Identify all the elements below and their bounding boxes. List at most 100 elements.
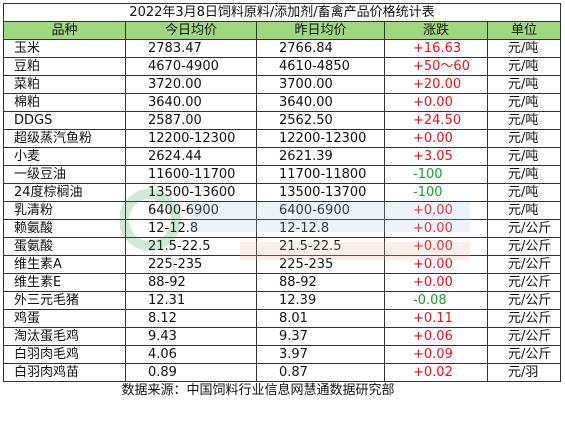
table-row: 白羽肉鸡苗 0.89 0.87 +0.02 元/羽 <box>3 363 561 382</box>
table-row: 维生素A 225-235 225-235 +0.00 元/公斤 <box>3 255 561 274</box>
row-unit-cell: 元/吨 <box>487 183 561 202</box>
row-name-cell: 棉粕 <box>3 93 126 112</box>
table-row: 一级豆油 11600-11700 11700-11800 -100 元/吨 <box>3 165 561 184</box>
table-title: 2022年3月8日饲料原料/添加剂/畜禽产品价格统计表 <box>3 3 561 22</box>
row-unit-cell: 元/吨 <box>487 93 561 112</box>
table-row: 蛋氨酸 21.5-22.5 21.5-22.5 +0.00 元/公斤 <box>3 237 561 256</box>
row-unit-cell: 元/公斤 <box>487 219 561 238</box>
row-change-cell: +0.09 <box>384 345 488 364</box>
price-sheet: 2022年3月8日饲料原料/添加剂/畜禽产品价格统计表 品种 今日均价 昨日均价… <box>3 3 561 400</box>
row-yesterday-cell: 0.87 <box>256 363 385 382</box>
row-today-cell: 12.31 <box>125 291 257 310</box>
row-name-cell: 蛋氨酸 <box>3 237 126 256</box>
row-name-cell: 一级豆油 <box>3 165 126 184</box>
row-unit-cell: 元/吨 <box>487 147 561 166</box>
row-name-cell: 小麦 <box>3 147 126 166</box>
row-change-cell: +24.50 <box>384 111 488 130</box>
row-unit-cell: 元/公斤 <box>487 255 561 274</box>
row-unit-cell: 元/吨 <box>487 75 561 94</box>
header-yesterday: 昨日均价 <box>256 21 385 40</box>
row-change-cell: +0.00 <box>384 219 488 238</box>
row-name-cell: 维生素E <box>3 273 126 292</box>
row-unit-cell: 元/吨 <box>487 111 561 130</box>
header-change: 涨跌 <box>384 21 488 40</box>
row-name-cell: 24度棕榈油 <box>3 183 126 202</box>
row-name-cell: 鸡蛋 <box>3 309 126 328</box>
table-row: 棉粕 3640.00 3640.00 +0.00 元/吨 <box>3 93 561 112</box>
title-row: 2022年3月8日饲料原料/添加剂/畜禽产品价格统计表 <box>3 3 561 22</box>
row-yesterday-cell: 88-92 <box>256 273 385 292</box>
table-row: 赖氨酸 12-12.8 12-12.8 +0.00 元/公斤 <box>3 219 561 238</box>
row-today-cell: 88-92 <box>125 273 257 292</box>
row-change-cell: -100 <box>384 165 488 184</box>
row-change-cell: +16.63 <box>384 39 488 58</box>
row-name-cell: DDGS <box>3 111 126 130</box>
header-name: 品种 <box>3 21 126 40</box>
row-yesterday-cell: 12200-12300 <box>256 129 385 148</box>
row-name-cell: 豆粕 <box>3 57 126 76</box>
row-yesterday-cell: 3640.00 <box>256 93 385 112</box>
row-change-cell: -0.08 <box>384 291 488 310</box>
table-row: 白羽肉毛鸡 4.06 3.97 +0.09 元/公斤 <box>3 345 561 364</box>
row-today-cell: 2587.00 <box>125 111 257 130</box>
row-name-cell: 玉米 <box>3 39 126 58</box>
row-change-cell: +0.00 <box>384 273 488 292</box>
row-yesterday-cell: 12-12.8 <box>256 219 385 238</box>
table-row: 外三元毛猪 12.31 12.39 -0.08 元/公斤 <box>3 291 561 310</box>
row-unit-cell: 元/公斤 <box>487 309 561 328</box>
table-body: 玉米 2783.47 2766.84 +16.63 元/吨 豆粕 4670-4900 4610… <box>3 39 561 382</box>
row-today-cell: 9.43 <box>125 327 257 346</box>
row-unit-cell: 元/公斤 <box>487 273 561 292</box>
table-row: 菜粕 3720.00 3700.00 +20.00 元/吨 <box>3 75 561 94</box>
row-today-cell: 4670-4900 <box>125 57 257 76</box>
row-today-cell: 4.06 <box>125 345 257 364</box>
row-today-cell: 3640.00 <box>125 93 257 112</box>
row-name-cell: 赖氨酸 <box>3 219 126 238</box>
row-yesterday-cell: 2621.39 <box>256 147 385 166</box>
table-row: 乳清粉 6400-6900 6400-6900 +0.00 元/吨 <box>3 201 561 220</box>
row-change-cell: +0.00 <box>384 237 488 256</box>
table-row: 维生素E 88-92 88-92 +0.00 元/公斤 <box>3 273 561 292</box>
row-yesterday-cell: 11700-11800 <box>256 165 385 184</box>
row-today-cell: 3720.00 <box>125 75 257 94</box>
row-yesterday-cell: 13500-13700 <box>256 183 385 202</box>
row-unit-cell: 元/公斤 <box>487 237 561 256</box>
row-yesterday-cell: 9.37 <box>256 327 385 346</box>
row-yesterday-cell: 3.97 <box>256 345 385 364</box>
row-change-cell: +50～60 <box>384 57 488 76</box>
row-today-cell: 21.5-22.5 <box>125 237 257 256</box>
row-name-cell: 外三元毛猪 <box>3 291 126 310</box>
row-today-cell: 12-12.8 <box>125 219 257 238</box>
table-row: 24度棕榈油 13500-13600 13500-13700 -100 元/吨 <box>3 183 561 202</box>
row-yesterday-cell: 8.01 <box>256 309 385 328</box>
table-row: DDGS 2587.00 2562.50 +24.50 元/吨 <box>3 111 561 130</box>
row-name-cell: 维生素A <box>3 255 126 274</box>
row-today-cell: 13500-13600 <box>125 183 257 202</box>
table-row: 豆粕 4670-4900 4610-4850 +50～60 元/吨 <box>3 57 561 76</box>
row-today-cell: 8.12 <box>125 309 257 328</box>
data-source-note: 数据来源：中国饲料行业信息网慧通数据研究部 <box>121 383 395 398</box>
header-unit: 单位 <box>487 21 561 40</box>
row-unit-cell: 元/吨 <box>487 129 561 148</box>
row-name-cell: 菜粕 <box>3 75 126 94</box>
row-today-cell: 2624.44 <box>125 147 257 166</box>
row-unit-cell: 元/羽 <box>487 363 561 382</box>
row-change-cell: +0.00 <box>384 201 488 220</box>
row-change-cell: +3.05 <box>384 147 488 166</box>
row-unit-cell: 元/公斤 <box>487 291 561 310</box>
row-unit-cell: 元/吨 <box>487 57 561 76</box>
table-row: 玉米 2783.47 2766.84 +16.63 元/吨 <box>3 39 561 58</box>
row-yesterday-cell: 6400-6900 <box>256 201 385 220</box>
footer-row: 数据来源：中国饲料行业信息网慧通数据研究部 <box>4 382 561 400</box>
row-today-cell: 0.89 <box>125 363 257 382</box>
row-today-cell: 12200-12300 <box>125 129 257 148</box>
row-unit-cell: 元/公斤 <box>487 327 561 346</box>
row-change-cell: +0.06 <box>384 327 488 346</box>
row-change-cell: +0.02 <box>384 363 488 382</box>
row-yesterday-cell: 3700.00 <box>256 75 385 94</box>
row-unit-cell: 元/吨 <box>487 39 561 58</box>
row-unit-cell: 元/吨 <box>487 165 561 184</box>
row-yesterday-cell: 4610-4850 <box>256 57 385 76</box>
row-yesterday-cell: 2562.50 <box>256 111 385 130</box>
row-yesterday-cell: 2766.84 <box>256 39 385 58</box>
